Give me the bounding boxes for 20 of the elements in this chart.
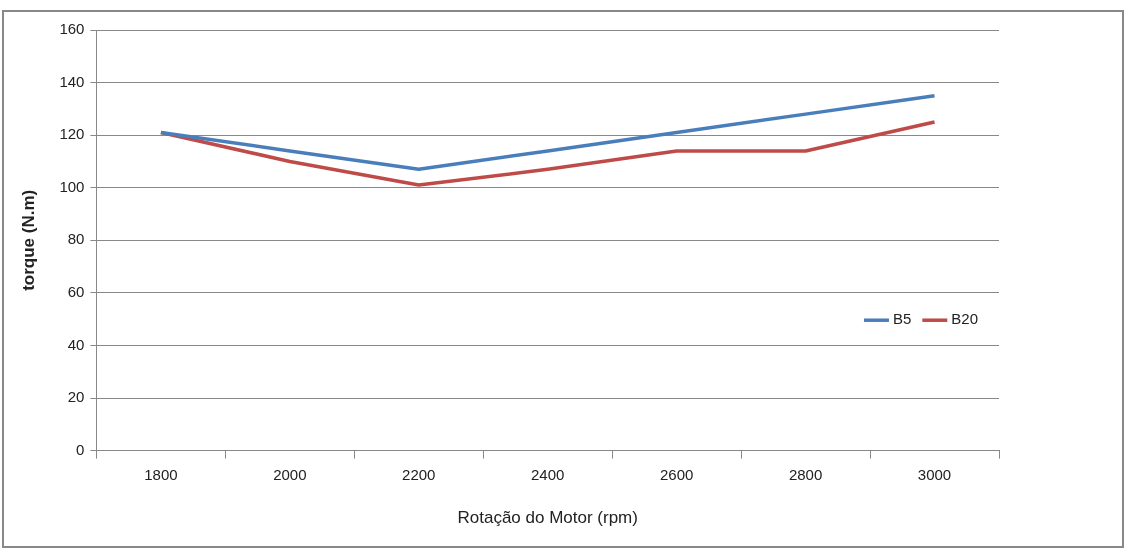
x-tick-label: 2800 <box>788 465 823 483</box>
x-tick-label: 2600 <box>659 465 694 483</box>
legend-label: B20 <box>951 310 979 328</box>
x-axis-title: Rotação do Motor (rpm) <box>457 508 638 528</box>
y-tick-label: 60 <box>67 283 85 301</box>
y-tick-label: 160 <box>59 20 85 38</box>
x-tick-label: 1800 <box>144 465 178 483</box>
y-tick-label: 40 <box>67 335 85 353</box>
y-tick-label: 20 <box>67 388 85 406</box>
y-tick-label: 0 <box>76 440 85 458</box>
y-tick-label: 80 <box>67 230 85 248</box>
x-tick-label: 3000 <box>917 465 952 483</box>
y-tick-label: 100 <box>59 177 85 195</box>
y-tick-label: 120 <box>59 125 85 143</box>
y-axis-title: torque (N.m) <box>18 189 38 291</box>
x-tick-label: 2400 <box>531 465 565 483</box>
y-tick-label: 140 <box>59 72 85 90</box>
x-tick-label: 2200 <box>402 465 436 483</box>
x-tick-label: 2000 <box>273 465 307 483</box>
legend-label: B5 <box>892 310 912 328</box>
